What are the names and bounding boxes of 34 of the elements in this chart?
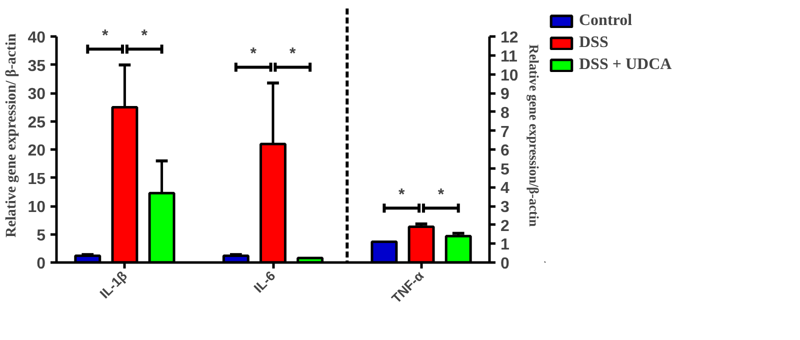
y-tick-label: 20 [28,142,46,160]
y-tick-label: 35 [28,58,46,75]
y2-tick-label: 1 [500,236,510,254]
legend-label: DSS + UDCA [579,56,672,74]
y2-tick-label: 0 [500,256,510,272]
y-axis-title: Relative gene expression/ β-actin [4,33,20,238]
y2-tick-label: 3 [500,199,510,216]
y-tick-label: 15 [28,170,46,188]
y-tick-label: 5 [36,227,46,244]
y2-tick-label: 12 [500,30,518,47]
y2-tick-label: 7 [500,124,510,141]
annotation: * [141,28,148,45]
annotation: * [102,28,109,45]
y2-axis-title: Relative gene expression/β-actin [526,44,542,228]
y2-tick-label: 5 [500,161,510,178]
y-tick-label: 25 [28,114,46,132]
y-tick-label: 30 [28,86,46,104]
y-tick-label: 10 [28,199,46,216]
y2-tick-label: 4 [500,180,510,198]
annotation: * [290,46,297,63]
annotation: * [250,46,258,63]
y-tick-label: 0 [36,256,46,272]
x-tick-label: IL-6 [250,268,278,296]
y2-tick-label: 8 [500,104,510,122]
legend-label: DSS [579,34,608,52]
y2-tick-label: 2 [500,218,510,235]
y2-tick-label: 10 [500,67,518,84]
y-tick-label: 40 [28,30,46,47]
annotation: * [438,186,445,204]
y2-tick-label: 6 [500,142,510,160]
y2-tick-label: 11 [500,48,518,66]
y2-tick-label: 9 [500,86,510,104]
legend-label: Control [579,12,632,30]
annotation: * [398,186,406,204]
